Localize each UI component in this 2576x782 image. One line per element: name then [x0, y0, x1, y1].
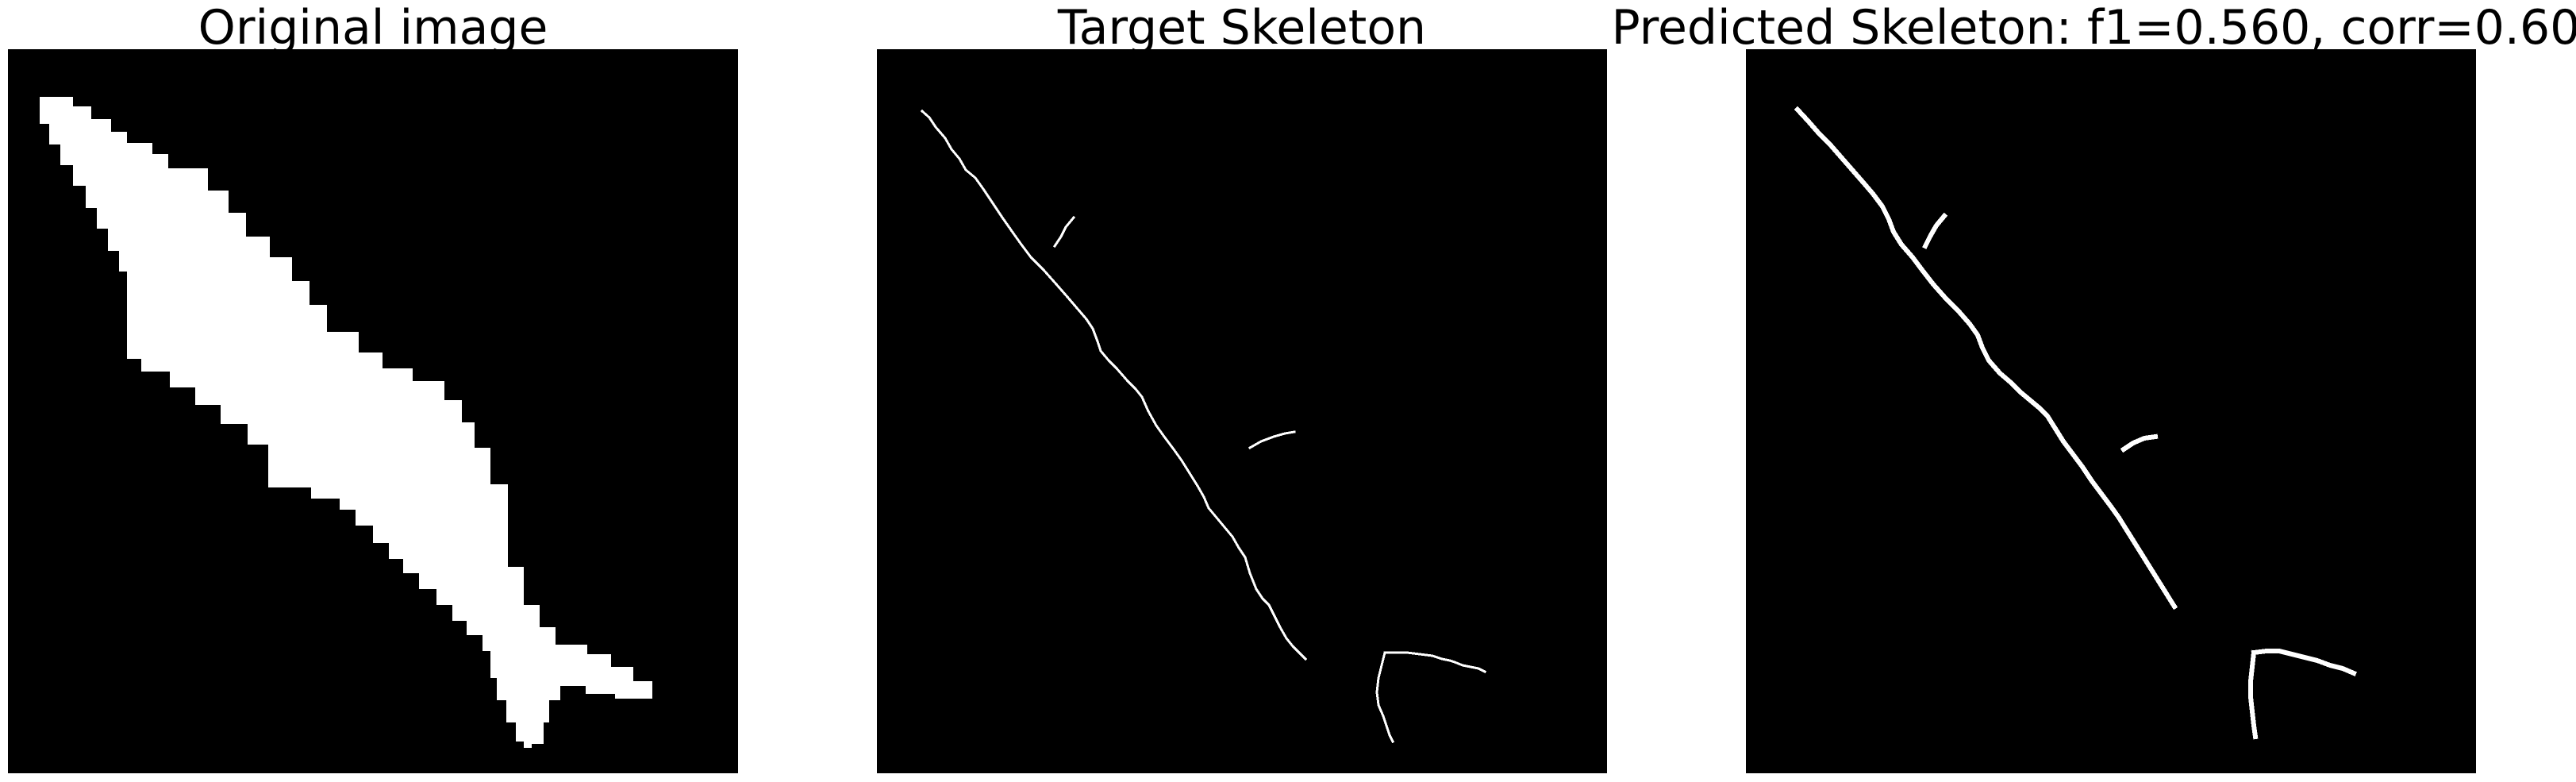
panel-title-original: Original image: [198, 0, 548, 56]
panel-predicted-skeleton: Predicted Skeleton: f1=0.560, corr=0.606: [1612, 0, 2576, 782]
target-skeleton-branch-2: [1248, 430, 1296, 450]
panel-title-predicted: Predicted Skeleton: f1=0.560, corr=0.606: [1611, 0, 2576, 56]
target-skeleton-canvas: [877, 49, 1607, 773]
target-skeleton-background: [877, 49, 1607, 773]
target-skeleton-branch-1: [1052, 215, 1076, 248]
panel-original-image: Original image: [8, 0, 738, 782]
predicted-skeleton-svg: [1746, 49, 2476, 773]
original-shape: [40, 97, 652, 748]
predicted-skeleton-branch-2: [2120, 433, 2159, 453]
panel-target-skeleton: Target Skeleton: [877, 0, 1607, 782]
original-image-canvas: [8, 49, 738, 773]
target-skeleton-fork-right: [1383, 651, 1487, 674]
predicted-skeleton-background: [1746, 49, 2476, 773]
panel-title-target: Target Skeleton: [1057, 0, 1427, 56]
predicted-skeleton-fork-right: [2251, 649, 2357, 676]
target-skeleton-main-branch: [920, 109, 1308, 661]
predicted-skeleton-lines: [1794, 106, 2357, 740]
predicted-skeleton-branch-1: [1921, 212, 1948, 250]
target-skeleton-lines: [920, 109, 1487, 744]
predicted-skeleton-canvas: [1746, 49, 2476, 773]
predicted-skeleton-main-branch: [1794, 106, 2178, 611]
target-skeleton-svg: [877, 49, 1607, 773]
target-skeleton-fork-down: [1375, 651, 1395, 744]
original-image-svg: [8, 49, 738, 773]
predicted-skeleton-fork-down: [2248, 649, 2259, 740]
